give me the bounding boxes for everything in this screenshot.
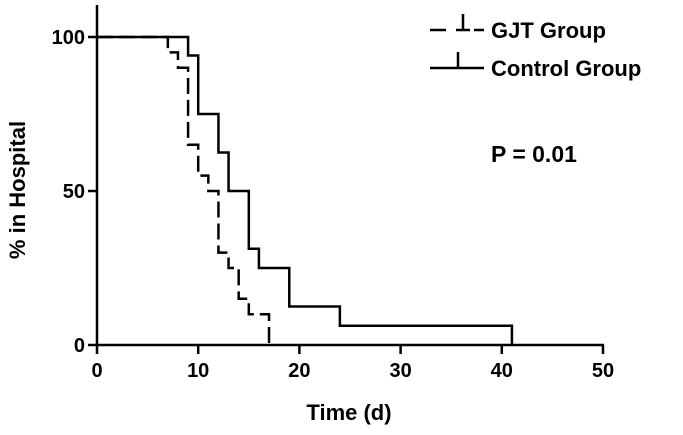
x-tick-label: 20	[288, 360, 310, 382]
series-layer	[97, 35, 514, 345]
y-axis-title: % in Hospital	[5, 121, 30, 259]
legend: GJT Group Control Group	[430, 14, 641, 81]
y-tick-label: 100	[52, 27, 85, 49]
legend-item-gjt: GJT Group	[430, 14, 606, 43]
axes	[95, 5, 604, 347]
legend-swatch-control	[430, 52, 484, 70]
x-tick-label: 40	[491, 360, 513, 382]
y-tick-label: 50	[63, 181, 85, 203]
x-axis-title: Time (d)	[306, 400, 391, 425]
gjt-survival-line	[97, 35, 271, 345]
x-tick-label: 30	[389, 360, 411, 382]
x-tick-label: 0	[91, 360, 102, 382]
p-value-annotation: P = 0.01	[491, 141, 577, 167]
legend-swatch-gjt	[430, 14, 484, 32]
x-ticks: 0 10 20 30 40 50	[91, 345, 614, 382]
y-tick-label: 0	[74, 335, 85, 357]
legend-label-gjt: GJT Group	[491, 18, 606, 43]
legend-label-control: Control Group	[491, 56, 641, 81]
y-ticks: 0 50 100	[52, 27, 97, 357]
x-tick-label: 10	[187, 360, 209, 382]
x-tick-label: 50	[592, 360, 614, 382]
control-survival-line	[97, 35, 514, 345]
legend-item-control: Control Group	[430, 52, 641, 81]
